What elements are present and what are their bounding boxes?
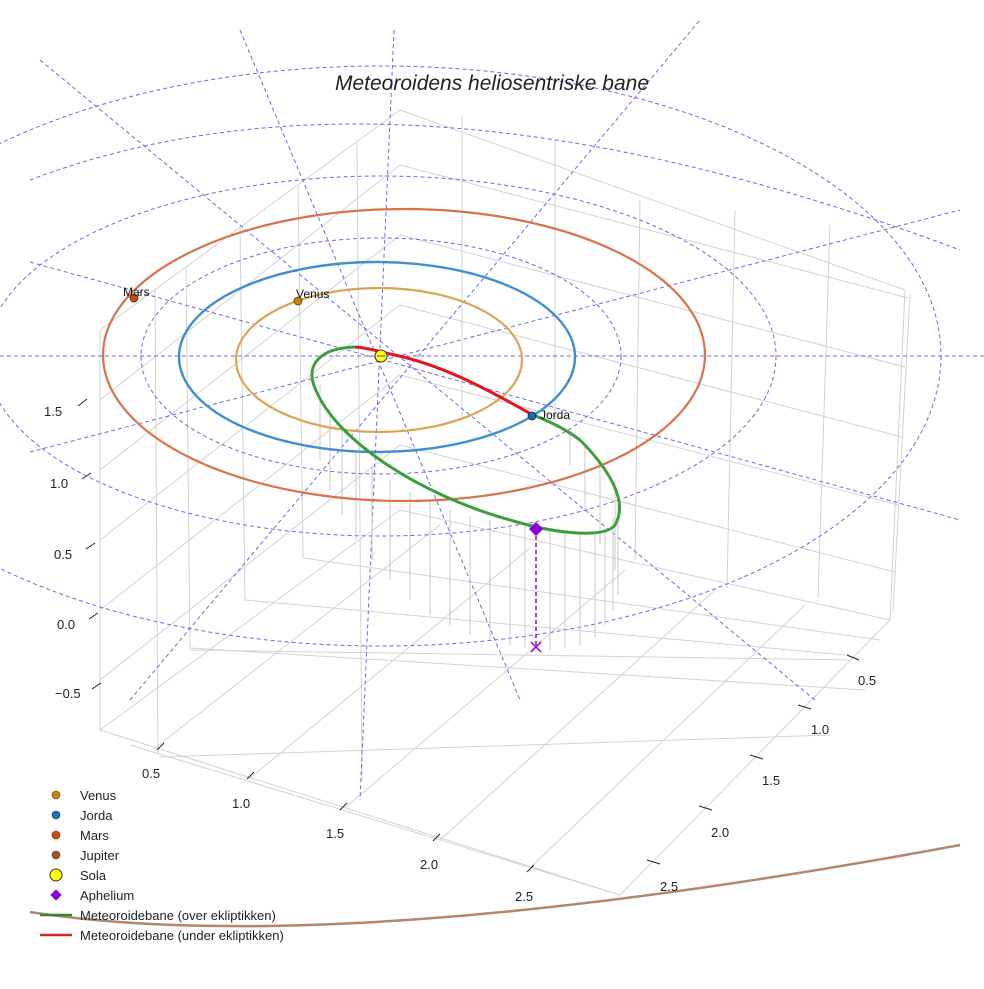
sun-marker[interactable]: [374, 349, 388, 363]
y-tick-label: 2.5: [660, 879, 679, 894]
z-tick-label: 0.5: [54, 547, 73, 562]
planet-label-venus: Venus: [296, 287, 330, 301]
earth-orbit: [177, 260, 577, 454]
diamond-icon: [28, 885, 80, 905]
x-tick-label: 2.5: [515, 889, 534, 904]
y-tick-label: 2.0: [711, 825, 730, 840]
legend-item-venus[interactable]: Venus: [28, 785, 284, 805]
legend-item-sola[interactable]: Sola: [28, 865, 284, 885]
aphelium-projection-x-icon: [530, 641, 542, 653]
dot-icon: [28, 805, 80, 825]
x-tick-label: 1.5: [326, 826, 345, 841]
legend-item-meteor-over[interactable]: Meteoroidebane (over ekliptikken): [28, 905, 284, 925]
chart-title: Meteoroidens heliosentriske bane: [334, 72, 650, 95]
venus-orbit: [234, 286, 524, 434]
legend-item-aphelium[interactable]: Aphelium: [28, 885, 284, 905]
x-tick-label: 0.5: [142, 766, 161, 781]
mars-orbit: [101, 207, 707, 503]
dot-icon: [28, 845, 80, 865]
z-tick-label: −0.5: [55, 686, 81, 701]
z-tick-label: 0.0: [57, 617, 76, 632]
x-tick-label: 2.0: [420, 857, 439, 872]
dot-icon: [28, 785, 80, 805]
y-tick-label: 0.5: [858, 673, 877, 688]
x-tick-label: 1.0: [232, 796, 251, 811]
legend-item-mars[interactable]: Mars: [28, 825, 284, 845]
legend-item-jupiter[interactable]: Jupiter: [28, 845, 284, 865]
dot-icon: [28, 825, 80, 845]
venus-marker[interactable]: [293, 296, 303, 306]
z-tick-label: 1.5: [44, 404, 63, 419]
mars-marker[interactable]: [129, 293, 139, 303]
line-icon: [28, 925, 80, 945]
line-icon: [28, 905, 80, 925]
legend-item-meteor-under[interactable]: Meteoroidebane (under ekliptikken): [28, 925, 284, 945]
meteoroid-drop-lines: [319, 385, 619, 650]
planet-label-mars: Mars: [123, 285, 150, 299]
y-tick-label: 1.5: [762, 773, 781, 788]
legend-item-jorda[interactable]: Jorda: [28, 805, 284, 825]
y-tick-label: 1.0: [811, 722, 830, 737]
earth-marker[interactable]: [527, 411, 537, 421]
aphelium-marker[interactable]: [528, 521, 544, 537]
planet-label-jorda: Jorda: [540, 408, 571, 422]
sun-icon: [28, 865, 80, 885]
legend: Venus Jorda Mars Jupiter Sola Aphelium M…: [28, 785, 284, 945]
meteoroid-orbit-under-ecliptic: [354, 345, 532, 416]
ecliptic-polar-grid: [0, 19, 984, 801]
z-tick-label: 1.0: [50, 476, 69, 491]
jupiter-orbit: [29, 843, 961, 928]
